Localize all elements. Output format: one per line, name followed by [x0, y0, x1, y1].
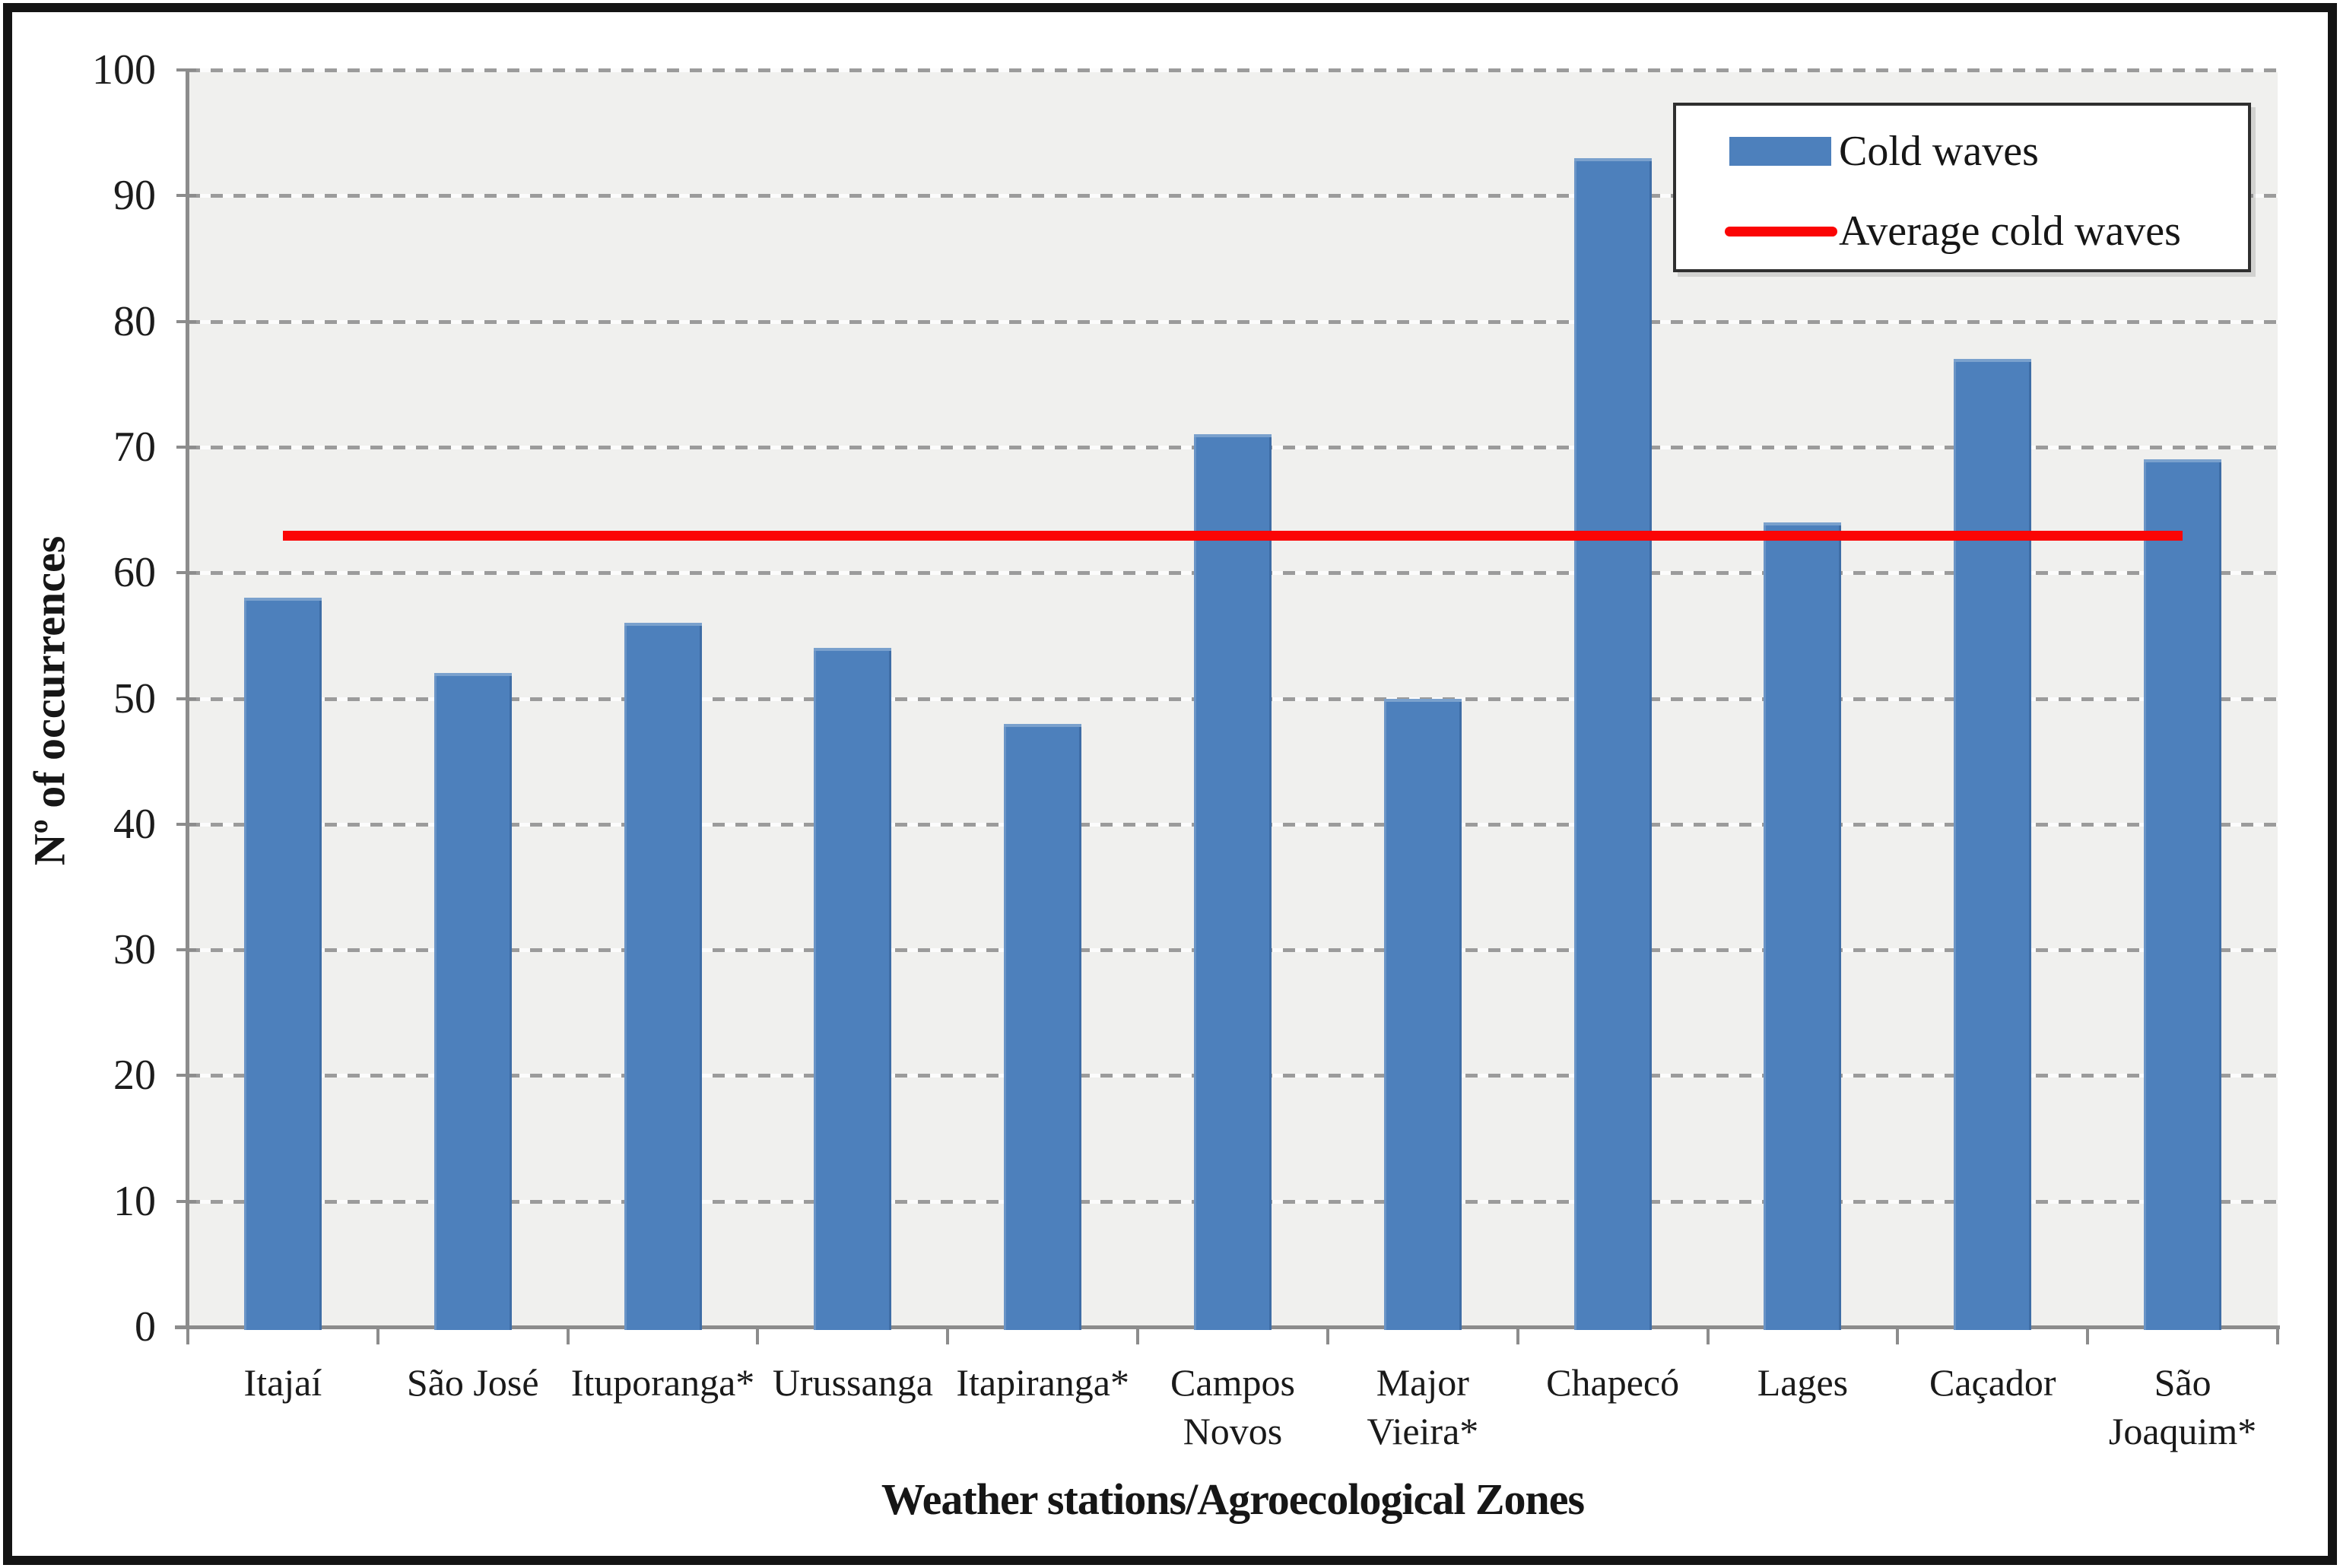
- bar-major-vieira: [1383, 698, 1462, 1330]
- gridline-90: [188, 194, 2278, 198]
- bar-lages: [1764, 522, 1842, 1330]
- y-tick-label-20: 20: [113, 1052, 156, 1100]
- y-tick-label-50: 50: [113, 674, 156, 722]
- y-tick-label-10: 10: [113, 1177, 156, 1225]
- x-tick-mark-4: [946, 1328, 950, 1344]
- bar-campos-novos: [1194, 434, 1272, 1330]
- x-tick-mark-3: [756, 1328, 760, 1344]
- average-line-swatch-icon: [1725, 227, 1837, 236]
- y-tick-label-80: 80: [113, 297, 156, 345]
- x-category-label-lages: Lages: [1757, 1361, 1849, 1404]
- x-category-label-chapec: Chapecó: [1546, 1361, 1680, 1404]
- y-tick-label-100: 100: [92, 46, 156, 94]
- x-tick-mark-0: [186, 1328, 189, 1344]
- x-category-label-itaja: Itajaí: [243, 1361, 322, 1404]
- x-tick-mark-1: [376, 1328, 379, 1344]
- y-tick-mark-20: [176, 1074, 196, 1078]
- y-tick-mark-0: [176, 1325, 196, 1328]
- x-tick-mark-10: [2086, 1328, 2090, 1344]
- bar-urussanga: [814, 648, 892, 1330]
- x-category-label-ituporanga: Ituporanga*: [570, 1361, 755, 1404]
- legend-label: Average cold waves: [1839, 208, 2181, 255]
- bar-itaja: [243, 598, 322, 1330]
- x-category-label-urussanga: Urussanga: [772, 1361, 933, 1404]
- x-category-label-ca-ador: Caçador: [1929, 1361, 2056, 1404]
- bar-s-o-jos: [433, 673, 512, 1330]
- x-category-label-s-o-joaquim: São Joaquim*: [2108, 1361, 2257, 1452]
- legend-label: Cold waves: [1839, 128, 2039, 175]
- x-tick-mark-11: [2276, 1328, 2279, 1344]
- y-tick-mark-100: [176, 68, 196, 71]
- bar-ituporanga: [624, 623, 702, 1330]
- legend-box: Cold waves Average cold waves: [1673, 103, 2251, 272]
- gridline-80: [188, 319, 2278, 324]
- legend-item-cold-waves: Cold waves: [1676, 117, 2248, 186]
- bar-ca-ador: [1954, 359, 2032, 1330]
- y-tick-mark-40: [176, 822, 196, 826]
- y-tick-mark-90: [176, 194, 196, 198]
- y-tick-mark-10: [176, 1199, 196, 1203]
- bar-itapiranga: [1004, 723, 1082, 1330]
- legend-item-average-cold-waves: Average cold waves: [1676, 197, 2248, 265]
- y-tick-mark-60: [176, 571, 196, 575]
- x-tick-mark-7: [1516, 1328, 1519, 1344]
- x-tick-mark-8: [1706, 1328, 1710, 1344]
- x-tick-mark-6: [1326, 1328, 1329, 1344]
- y-tick-label-0: 0: [135, 1303, 156, 1351]
- x-axis-title: Weather stations/Agroecological Zones: [881, 1474, 1585, 1524]
- x-category-label-itapiranga: Itapiranga*: [956, 1361, 1129, 1404]
- y-tick-mark-30: [176, 948, 196, 952]
- x-tick-mark-5: [1136, 1328, 1140, 1344]
- bar-s-o-joaquim: [2144, 459, 2222, 1330]
- y-tick-label-70: 70: [113, 423, 156, 471]
- y-tick-label-90: 90: [113, 172, 156, 220]
- x-tick-mark-2: [566, 1328, 570, 1344]
- y-tick-label-40: 40: [113, 800, 156, 848]
- x-category-label-s-o-jos: São José: [406, 1361, 539, 1404]
- x-tick-mark-9: [1896, 1328, 1900, 1344]
- average-cold-waves-line: [282, 530, 2183, 541]
- x-category-label-campos-novos: Campos Novos: [1170, 1361, 1295, 1452]
- cold-waves-swatch-icon: [1729, 137, 1831, 166]
- y-tick-label-60: 60: [113, 549, 156, 597]
- y-axis-title: Nº of occurrences: [24, 535, 75, 866]
- y-tick-mark-80: [176, 319, 196, 323]
- y-tick-label-30: 30: [113, 926, 156, 974]
- bar-chapec: [1573, 157, 1652, 1330]
- y-tick-mark-70: [176, 445, 196, 449]
- y-tick-mark-50: [176, 697, 196, 700]
- gridline-100: [188, 68, 2278, 72]
- x-category-label-major-vieira: Major Vieira*: [1367, 1361, 1479, 1452]
